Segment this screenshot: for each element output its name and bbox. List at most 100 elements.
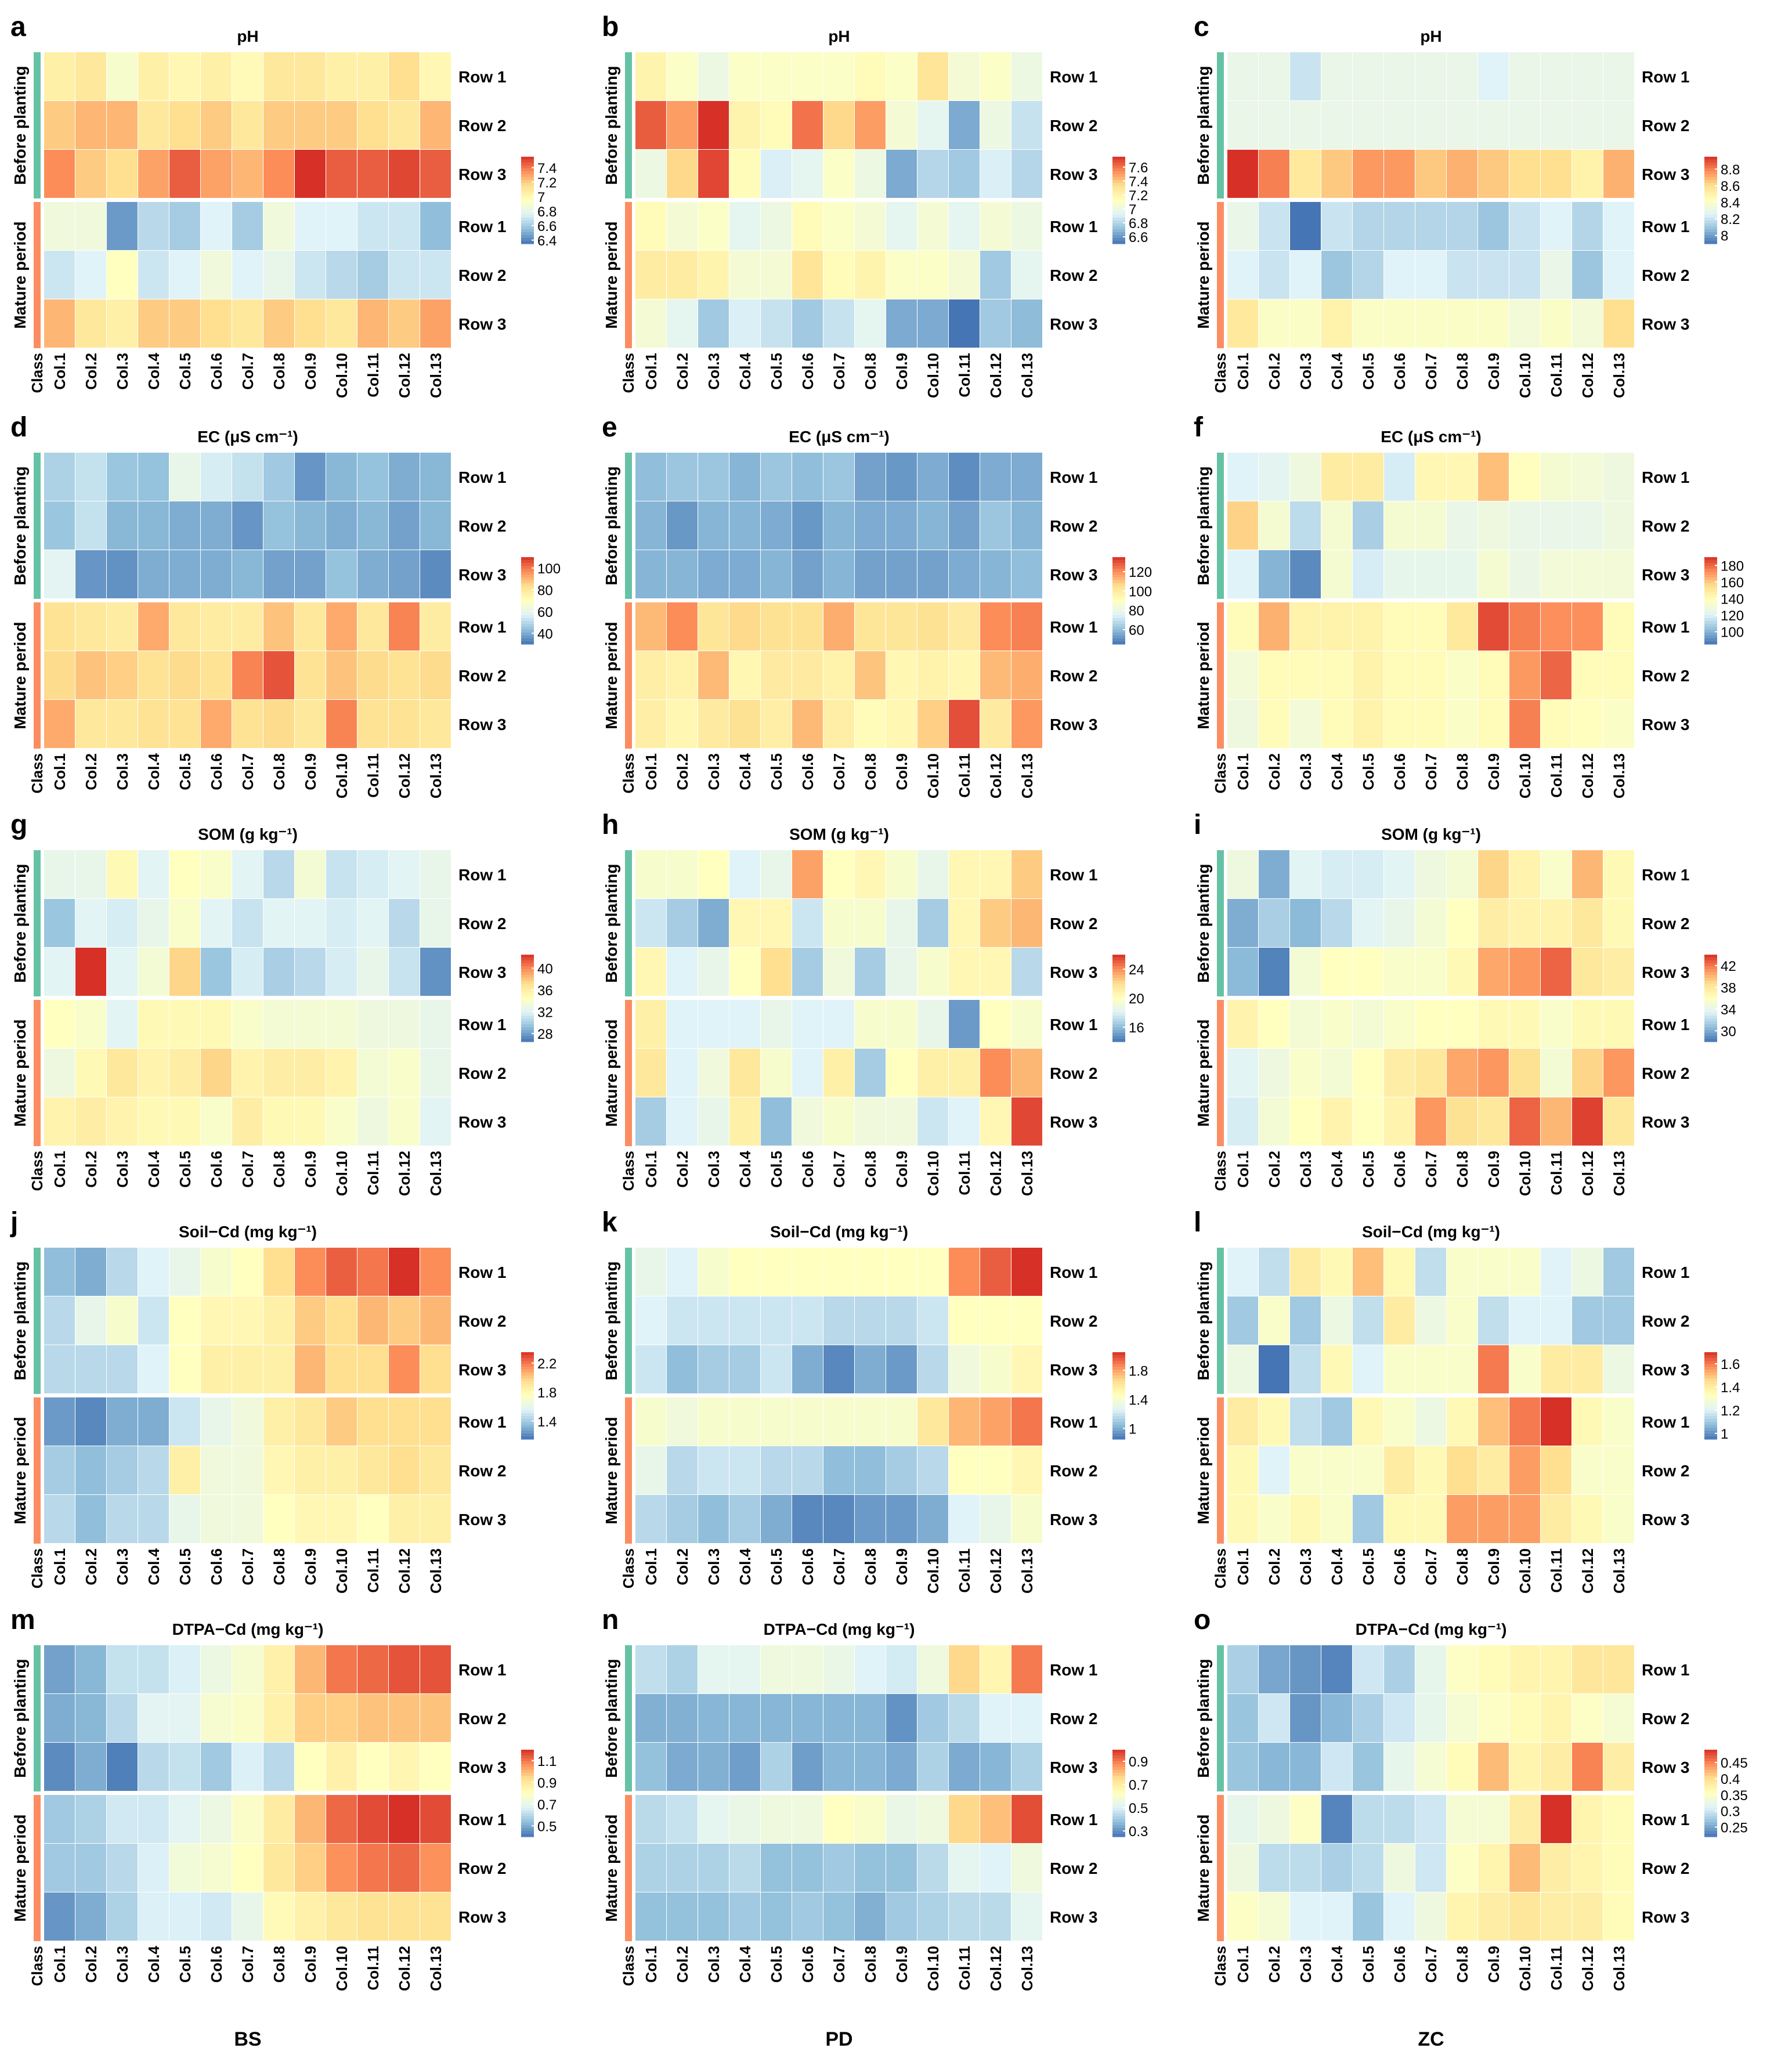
row-label: Row 2 <box>1642 1859 1689 1877</box>
heatmap-cell <box>1011 150 1042 198</box>
group-label-mature: Mature period <box>1194 622 1212 729</box>
colorbar-segment <box>1112 1024 1125 1028</box>
heatmap-cell <box>169 1446 200 1494</box>
heatmap-cell <box>169 1645 200 1693</box>
heatmap-cell <box>1478 550 1509 598</box>
colorbar-segment <box>521 1013 534 1016</box>
heatmap-cell <box>138 150 169 198</box>
heatmap-cell <box>823 299 854 348</box>
colorbar-segment <box>1112 563 1125 566</box>
colorbar-segment <box>521 1419 534 1422</box>
heatmap-cell <box>1447 1892 1477 1941</box>
colorbar-tick-label: 6.8 <box>537 204 557 220</box>
heatmap-cell <box>855 251 886 299</box>
colorbar-tick-label: 36 <box>537 983 553 999</box>
heatmap-cell <box>138 899 169 947</box>
heatmap-cell <box>1447 1397 1477 1446</box>
heatmap-cell <box>107 602 138 651</box>
col-label: Col.13 <box>1018 1548 1036 1594</box>
heatmap-cell <box>980 251 1011 299</box>
heatmap-cell <box>201 850 232 898</box>
colorbar-segment <box>1112 1352 1125 1356</box>
colorbar-segment <box>521 238 534 241</box>
heatmap-cell <box>1290 299 1321 348</box>
col-label: Col.2 <box>674 1946 691 1983</box>
colorbar-segment <box>1704 958 1717 961</box>
colorbar-segment <box>1704 232 1717 236</box>
heatmap-cell <box>635 501 666 550</box>
colorbar-segment <box>1704 238 1717 241</box>
heatmap-cell <box>1509 501 1540 550</box>
heatmap-cell <box>1227 850 1258 898</box>
heatmap-cell <box>1541 1446 1571 1494</box>
colorbar-segment <box>1112 557 1125 561</box>
heatmap-cell <box>1509 251 1540 299</box>
row-label: Row 1 <box>1050 218 1097 236</box>
heatmap-cell <box>1541 1495 1571 1543</box>
colorbar-segment <box>521 1431 534 1434</box>
heatmap-cell <box>263 1248 294 1296</box>
heatmap-cell <box>1290 1844 1321 1892</box>
heatmap-cell <box>667 899 698 947</box>
colorbar-segment <box>1112 1822 1125 1826</box>
heatmap-cell <box>761 1097 792 1146</box>
colorbar-segment <box>1112 1779 1125 1782</box>
colorbar-segment <box>1112 186 1125 189</box>
row-label: Row 1 <box>1642 468 1689 486</box>
heatmap-cell <box>917 1844 948 1892</box>
heatmap-cell <box>886 1694 917 1742</box>
heatmap-cell <box>326 948 357 996</box>
col-label: Col.7 <box>1422 353 1440 390</box>
colorbar-tick-label: 32 <box>537 1005 553 1020</box>
heatmap-cell <box>357 1892 388 1941</box>
col-label: Col.12 <box>987 1151 1005 1196</box>
heatmap-cell <box>44 1000 75 1048</box>
heatmap-cell <box>263 1844 294 1892</box>
heatmap-cell <box>1509 602 1540 651</box>
colorbar-segment <box>1112 987 1125 990</box>
heatmap-cell <box>949 1000 980 1048</box>
class-label: Class <box>620 1946 637 1986</box>
heatmap-cell <box>917 501 948 550</box>
heatmap-cell <box>823 899 854 947</box>
col-label: Col.9 <box>893 753 911 790</box>
colorbar-segment <box>1704 601 1717 604</box>
colorbar-segment <box>1112 975 1125 978</box>
heatmap-cell <box>980 1495 1011 1543</box>
colorbar-segment <box>1112 1404 1125 1408</box>
heatmap-cell <box>75 1795 106 1843</box>
colorbar-segment <box>1704 1773 1717 1776</box>
class-label: Class <box>28 353 46 393</box>
heatmap-cell <box>1011 1844 1042 1892</box>
heatmap-cell <box>1447 1248 1477 1296</box>
colorbar-segment <box>1112 604 1125 607</box>
row-label: Row 2 <box>1642 1312 1689 1330</box>
heatmap-cell <box>792 1248 823 1296</box>
row-label: Row 3 <box>1050 315 1097 333</box>
heatmap-cell <box>667 1248 698 1296</box>
colorbar-segment <box>1704 1819 1717 1823</box>
colorbar-segment <box>521 981 534 984</box>
row-label: Row 2 <box>1642 915 1689 933</box>
colorbar-segment <box>1704 1387 1717 1390</box>
heatmap-cell <box>295 948 326 996</box>
heatmap-cell <box>823 1248 854 1296</box>
heatmap-cell <box>357 1694 388 1742</box>
colorbar-tick-label: 0.5 <box>537 1819 557 1834</box>
colorbar-segment <box>1112 1831 1125 1834</box>
heatmap-cell <box>420 299 451 348</box>
heatmap-cell <box>263 899 294 947</box>
panel-letter-g: g <box>10 810 27 840</box>
colorbar-segment <box>1704 557 1717 561</box>
heatmap-cell <box>263 948 294 996</box>
heatmap-cell <box>667 1795 698 1843</box>
heatmap-cell <box>44 1743 75 1791</box>
colorbar-tick-label: 34 <box>1721 1002 1736 1018</box>
heatmap-cell <box>667 101 698 149</box>
colorbar-segment <box>1112 981 1125 984</box>
colorbar-segment <box>521 174 534 178</box>
heatmap-cell <box>949 1743 980 1791</box>
colorbar-segment <box>521 583 534 587</box>
col-label: Col.7 <box>830 1946 848 1983</box>
colorbar-segment <box>1112 583 1125 587</box>
